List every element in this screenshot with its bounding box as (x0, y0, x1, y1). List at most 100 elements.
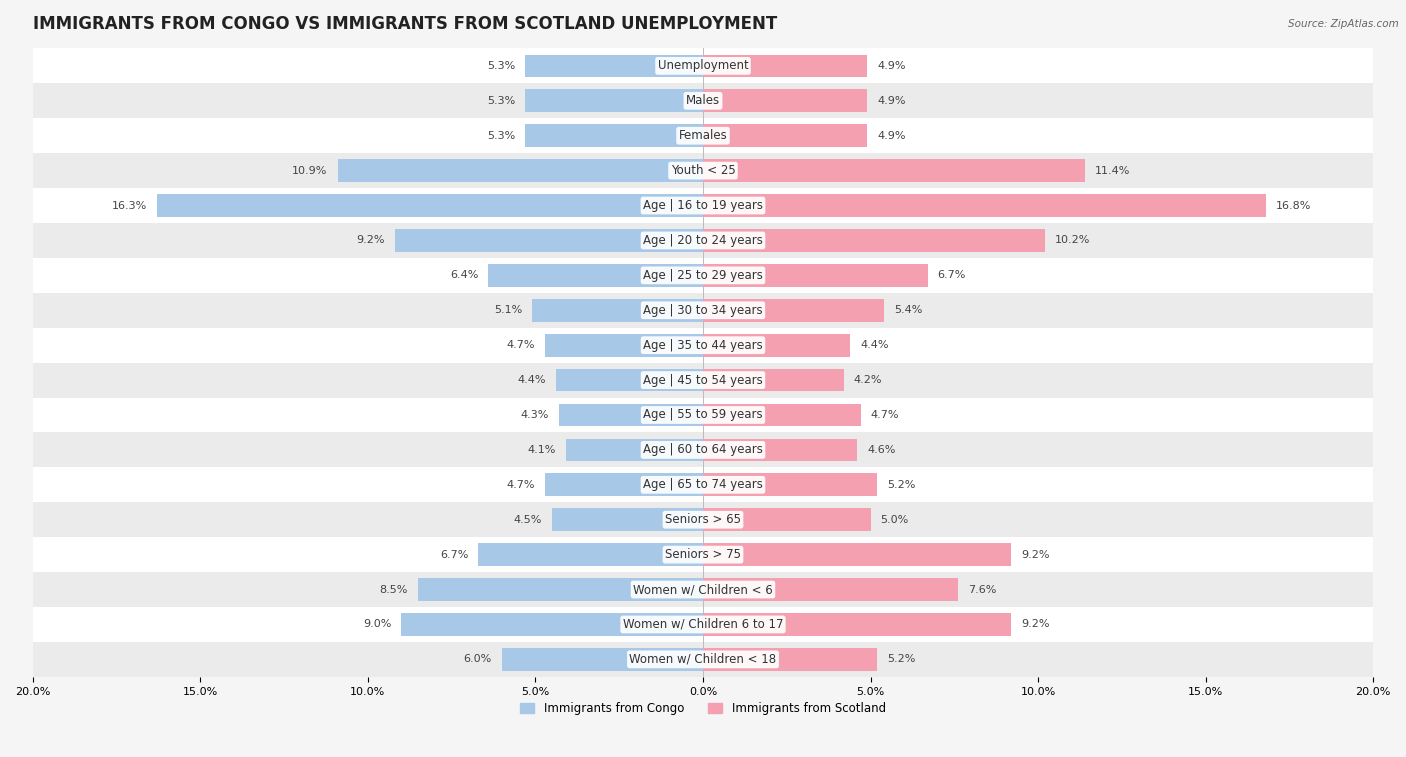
Bar (478, 544, 703, 566)
Bar (32, 503, 1374, 537)
Bar (32, 537, 1374, 572)
Bar (565, 438, 703, 461)
Text: 9.2%: 9.2% (1021, 619, 1050, 630)
Text: Seniors > 65: Seniors > 65 (665, 513, 741, 526)
Bar (32, 642, 1374, 677)
Text: 10.2%: 10.2% (1054, 235, 1090, 245)
Text: 5.0%: 5.0% (880, 515, 908, 525)
Text: 4.7%: 4.7% (508, 340, 536, 350)
Text: Males: Males (686, 95, 720, 107)
Bar (32, 153, 1374, 188)
Bar (156, 195, 703, 217)
Text: Age | 60 to 64 years: Age | 60 to 64 years (643, 444, 763, 456)
Text: Women w/ Children < 18: Women w/ Children < 18 (630, 653, 776, 666)
Text: 6.0%: 6.0% (464, 654, 492, 665)
Text: Source: ZipAtlas.com: Source: ZipAtlas.com (1288, 19, 1399, 29)
Text: Youth < 25: Youth < 25 (671, 164, 735, 177)
Bar (32, 223, 1374, 258)
Bar (337, 159, 703, 182)
Bar (703, 544, 1011, 566)
Text: 4.4%: 4.4% (517, 375, 546, 385)
Text: 9.0%: 9.0% (363, 619, 391, 630)
Bar (488, 264, 703, 287)
Bar (32, 432, 1374, 467)
Bar (546, 473, 703, 496)
Text: 4.3%: 4.3% (520, 410, 548, 420)
Bar (703, 578, 957, 601)
Text: Seniors > 75: Seniors > 75 (665, 548, 741, 561)
Bar (32, 467, 1374, 503)
Bar (502, 648, 703, 671)
Text: 4.9%: 4.9% (877, 96, 905, 106)
Bar (703, 509, 870, 531)
Bar (32, 397, 1374, 432)
Text: Age | 45 to 54 years: Age | 45 to 54 years (643, 374, 763, 387)
Bar (32, 83, 1374, 118)
Text: 5.3%: 5.3% (486, 61, 516, 71)
Bar (32, 188, 1374, 223)
Bar (703, 403, 860, 426)
Text: 4.9%: 4.9% (877, 131, 905, 141)
Bar (531, 299, 703, 322)
Text: 9.2%: 9.2% (356, 235, 385, 245)
Text: Age | 55 to 59 years: Age | 55 to 59 years (643, 409, 763, 422)
Bar (546, 334, 703, 357)
Text: 4.2%: 4.2% (853, 375, 883, 385)
Text: 4.7%: 4.7% (508, 480, 536, 490)
Text: 4.7%: 4.7% (870, 410, 898, 420)
Text: 6.7%: 6.7% (440, 550, 468, 559)
Bar (703, 264, 928, 287)
Bar (703, 438, 858, 461)
Bar (555, 369, 703, 391)
Text: 5.1%: 5.1% (494, 305, 522, 315)
Bar (703, 369, 844, 391)
Text: Females: Females (679, 129, 727, 142)
Text: 4.5%: 4.5% (513, 515, 543, 525)
Bar (703, 89, 868, 112)
Text: IMMIGRANTS FROM CONGO VS IMMIGRANTS FROM SCOTLAND UNEMPLOYMENT: IMMIGRANTS FROM CONGO VS IMMIGRANTS FROM… (32, 15, 778, 33)
Text: 10.9%: 10.9% (292, 166, 328, 176)
Bar (703, 55, 868, 77)
Text: Women w/ Children < 6: Women w/ Children < 6 (633, 583, 773, 596)
Text: 5.3%: 5.3% (486, 131, 516, 141)
Bar (32, 607, 1374, 642)
Bar (703, 159, 1085, 182)
Text: 4.9%: 4.9% (877, 61, 905, 71)
Bar (526, 55, 703, 77)
Bar (526, 124, 703, 147)
Text: Unemployment: Unemployment (658, 59, 748, 73)
Bar (703, 613, 1011, 636)
Bar (32, 118, 1374, 153)
Bar (703, 473, 877, 496)
Text: Age | 16 to 19 years: Age | 16 to 19 years (643, 199, 763, 212)
Text: 9.2%: 9.2% (1021, 550, 1050, 559)
Text: Women w/ Children 6 to 17: Women w/ Children 6 to 17 (623, 618, 783, 631)
Legend: Immigrants from Congo, Immigrants from Scotland: Immigrants from Congo, Immigrants from S… (520, 702, 886, 715)
Bar (703, 229, 1045, 252)
Text: Age | 20 to 24 years: Age | 20 to 24 years (643, 234, 763, 247)
Text: 5.4%: 5.4% (894, 305, 922, 315)
Text: 7.6%: 7.6% (967, 584, 995, 594)
Bar (418, 578, 703, 601)
Bar (526, 89, 703, 112)
Bar (703, 195, 1265, 217)
Text: Age | 35 to 44 years: Age | 35 to 44 years (643, 338, 763, 352)
Bar (558, 403, 703, 426)
Text: 6.7%: 6.7% (938, 270, 966, 280)
Text: 11.4%: 11.4% (1095, 166, 1130, 176)
Text: Age | 65 to 74 years: Age | 65 to 74 years (643, 478, 763, 491)
Bar (703, 334, 851, 357)
Text: 5.2%: 5.2% (887, 654, 915, 665)
Text: 6.4%: 6.4% (450, 270, 478, 280)
Text: 16.3%: 16.3% (111, 201, 146, 210)
Bar (32, 48, 1374, 83)
Bar (703, 299, 884, 322)
Text: 4.1%: 4.1% (527, 445, 555, 455)
Bar (703, 648, 877, 671)
Bar (395, 229, 703, 252)
Bar (703, 124, 868, 147)
Bar (32, 293, 1374, 328)
Bar (32, 328, 1374, 363)
Bar (32, 258, 1374, 293)
Text: 5.2%: 5.2% (887, 480, 915, 490)
